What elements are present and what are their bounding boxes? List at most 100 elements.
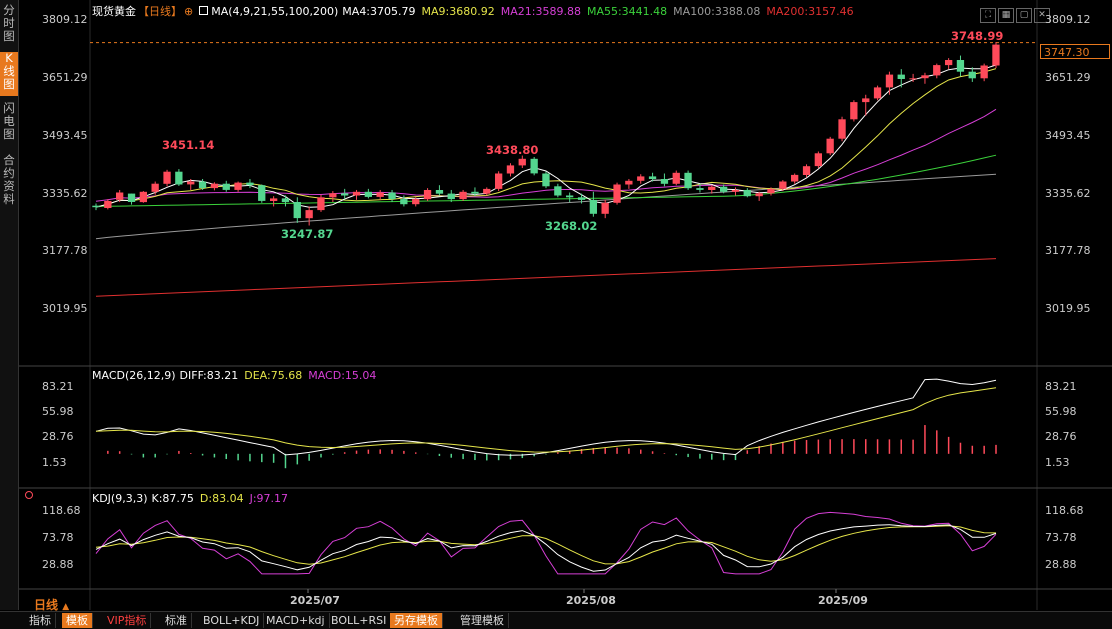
period-tag[interactable]: 【日线】 (138, 5, 182, 18)
window-buttons: ⛶ ▦ ▢ ✕ (980, 2, 1052, 23)
kdj-d: D:83.04 (199, 492, 244, 505)
candle-body (648, 176, 657, 179)
candle-body (92, 205, 100, 208)
macd-axis-left-3: 1.53 (42, 456, 67, 469)
candle-body (791, 174, 799, 182)
price-axis-right-2: 3493.45 (1045, 129, 1091, 142)
candle-body (873, 87, 882, 99)
kdj-axis-left-1: 73.78 (42, 531, 74, 544)
sidebar-tab-kline[interactable]: K线图 (0, 52, 18, 96)
chart-canvas[interactable] (19, 0, 1112, 610)
ma21-value: MA21:3589.88 (500, 5, 581, 18)
sidebar-tab-timeshare[interactable]: 分时图 (3, 3, 15, 43)
toolbar-save-template[interactable]: 另存模板 (390, 613, 443, 628)
candle-body (933, 65, 941, 76)
toolbar-manage-template[interactable]: 管理模板 (456, 613, 509, 628)
macd-axis-right-0: 83.21 (1045, 380, 1077, 393)
kdj-k: K:87.75 (151, 492, 194, 505)
candle-body (613, 184, 621, 203)
toolbar-boll-rsi[interactable]: BOLL+RSI (327, 613, 392, 628)
toolbar-standard[interactable]: 标准 (161, 613, 192, 628)
toolbar-template[interactable]: 模板 (62, 613, 93, 628)
price-axis-right-3: 3335.62 (1045, 187, 1091, 200)
sidebar-tab-contract[interactable]: 合约资料 (3, 153, 15, 206)
kdj-d-line (95, 525, 997, 565)
candle-body (530, 158, 538, 174)
sidebar-tab-flash[interactable]: 闪电图 (3, 101, 15, 141)
candle-body (127, 193, 136, 202)
period-selector[interactable]: 日线 ▲ (34, 596, 69, 613)
candle-body (447, 193, 455, 200)
candle-body (293, 202, 301, 219)
period-label-text: 日线 (34, 598, 59, 612)
kdj-axis-left-2: 28.88 (42, 558, 74, 571)
toolbar-boll-kdj[interactable]: BOLL+KDJ (199, 613, 265, 628)
kdj-label[interactable]: KDJ(9,3,3) (92, 492, 148, 505)
candle-body (281, 198, 290, 203)
kdj-legend: KDJ(9,3,3) K:87.75 D:83.04 J:97.17 (92, 492, 294, 505)
macd-legend: MACD(26,12,9) DIFF:83.21 DEA:75.68 MACD:15.… (92, 369, 382, 382)
candle-body (116, 192, 124, 200)
macd-label[interactable]: MACD(26,12,9) (92, 369, 176, 382)
ma55-value: MA55:3441.48 (586, 5, 668, 18)
annotation-high-2: 3438.80 (486, 143, 539, 157)
kdj-marker-icon[interactable] (25, 491, 33, 499)
toolbar-vip-indicator[interactable]: VIP指标 (103, 613, 152, 628)
macd-diff: DIFF:83.21 (179, 369, 239, 382)
candle-body (767, 188, 775, 194)
candle-body (163, 171, 171, 184)
toolbar-macd-kdj[interactable]: MACD+kdj (262, 613, 330, 628)
price-axis-left-4: 3177.78 (42, 244, 88, 257)
candle-body (187, 181, 195, 185)
kdj-k-line (95, 524, 997, 572)
candle-body (897, 74, 905, 79)
candle-body (483, 188, 491, 194)
kdj-axis-right-1: 73.78 (1045, 531, 1077, 544)
macd-axis-right-2: 28.76 (1045, 430, 1077, 443)
candle-body (862, 98, 870, 103)
kdj-axis-right-0: 118.68 (1045, 504, 1084, 517)
x-axis-label-sep: 2025/09 (818, 594, 868, 607)
candle-body (210, 183, 219, 189)
candle-body (992, 44, 1000, 66)
ma100-value: MA100:3388.08 (673, 5, 761, 18)
price-axis-left-3: 3335.62 (42, 187, 88, 200)
macd-dea: DEA:75.68 (244, 369, 303, 382)
ma-params: MA(4,9,21,55,100,200) (199, 5, 338, 18)
candle-body (423, 190, 432, 200)
current-price-tag: 3747.30 (1040, 44, 1110, 59)
price-axis-left-2: 3493.45 (42, 129, 88, 142)
candle-body (637, 176, 645, 181)
candle-body (400, 199, 408, 205)
ma-color-box[interactable] (199, 6, 209, 15)
ma-prefix: MA(4,9,21,55,100,200) (211, 5, 339, 18)
candle-body (412, 199, 420, 205)
candle-body (956, 60, 965, 72)
macd-axis-right-1: 55.98 (1045, 405, 1077, 418)
candle-body (909, 78, 917, 80)
candle-body (317, 197, 325, 211)
macd-value: MACD:15.04 (308, 369, 377, 382)
candle-body (779, 181, 787, 189)
macd-axis-left-2: 28.76 (42, 430, 74, 443)
toolbar-indicator[interactable]: 指标 (25, 613, 56, 628)
candle-body (577, 197, 586, 200)
candle-body (175, 171, 183, 185)
candle-body (980, 65, 988, 79)
fullscreen-icon[interactable]: ⛶ (980, 8, 996, 23)
candle-body (542, 173, 550, 187)
restore-icon[interactable]: ▢ (1016, 8, 1032, 23)
candle-body (921, 75, 929, 79)
close-icon[interactable]: ✕ (1034, 8, 1050, 23)
candle-body (625, 180, 633, 185)
grid-icon[interactable]: ▦ (998, 8, 1014, 23)
macd-axis-left-0: 83.21 (42, 380, 74, 393)
candle-body (139, 191, 147, 203)
candle-body (838, 119, 846, 139)
candle-body (222, 183, 230, 190)
add-icon[interactable]: ⊕ (184, 5, 194, 18)
candle-body (151, 183, 159, 192)
kdj-axis-left-0: 118.68 (42, 504, 81, 517)
candle-body (708, 186, 716, 190)
